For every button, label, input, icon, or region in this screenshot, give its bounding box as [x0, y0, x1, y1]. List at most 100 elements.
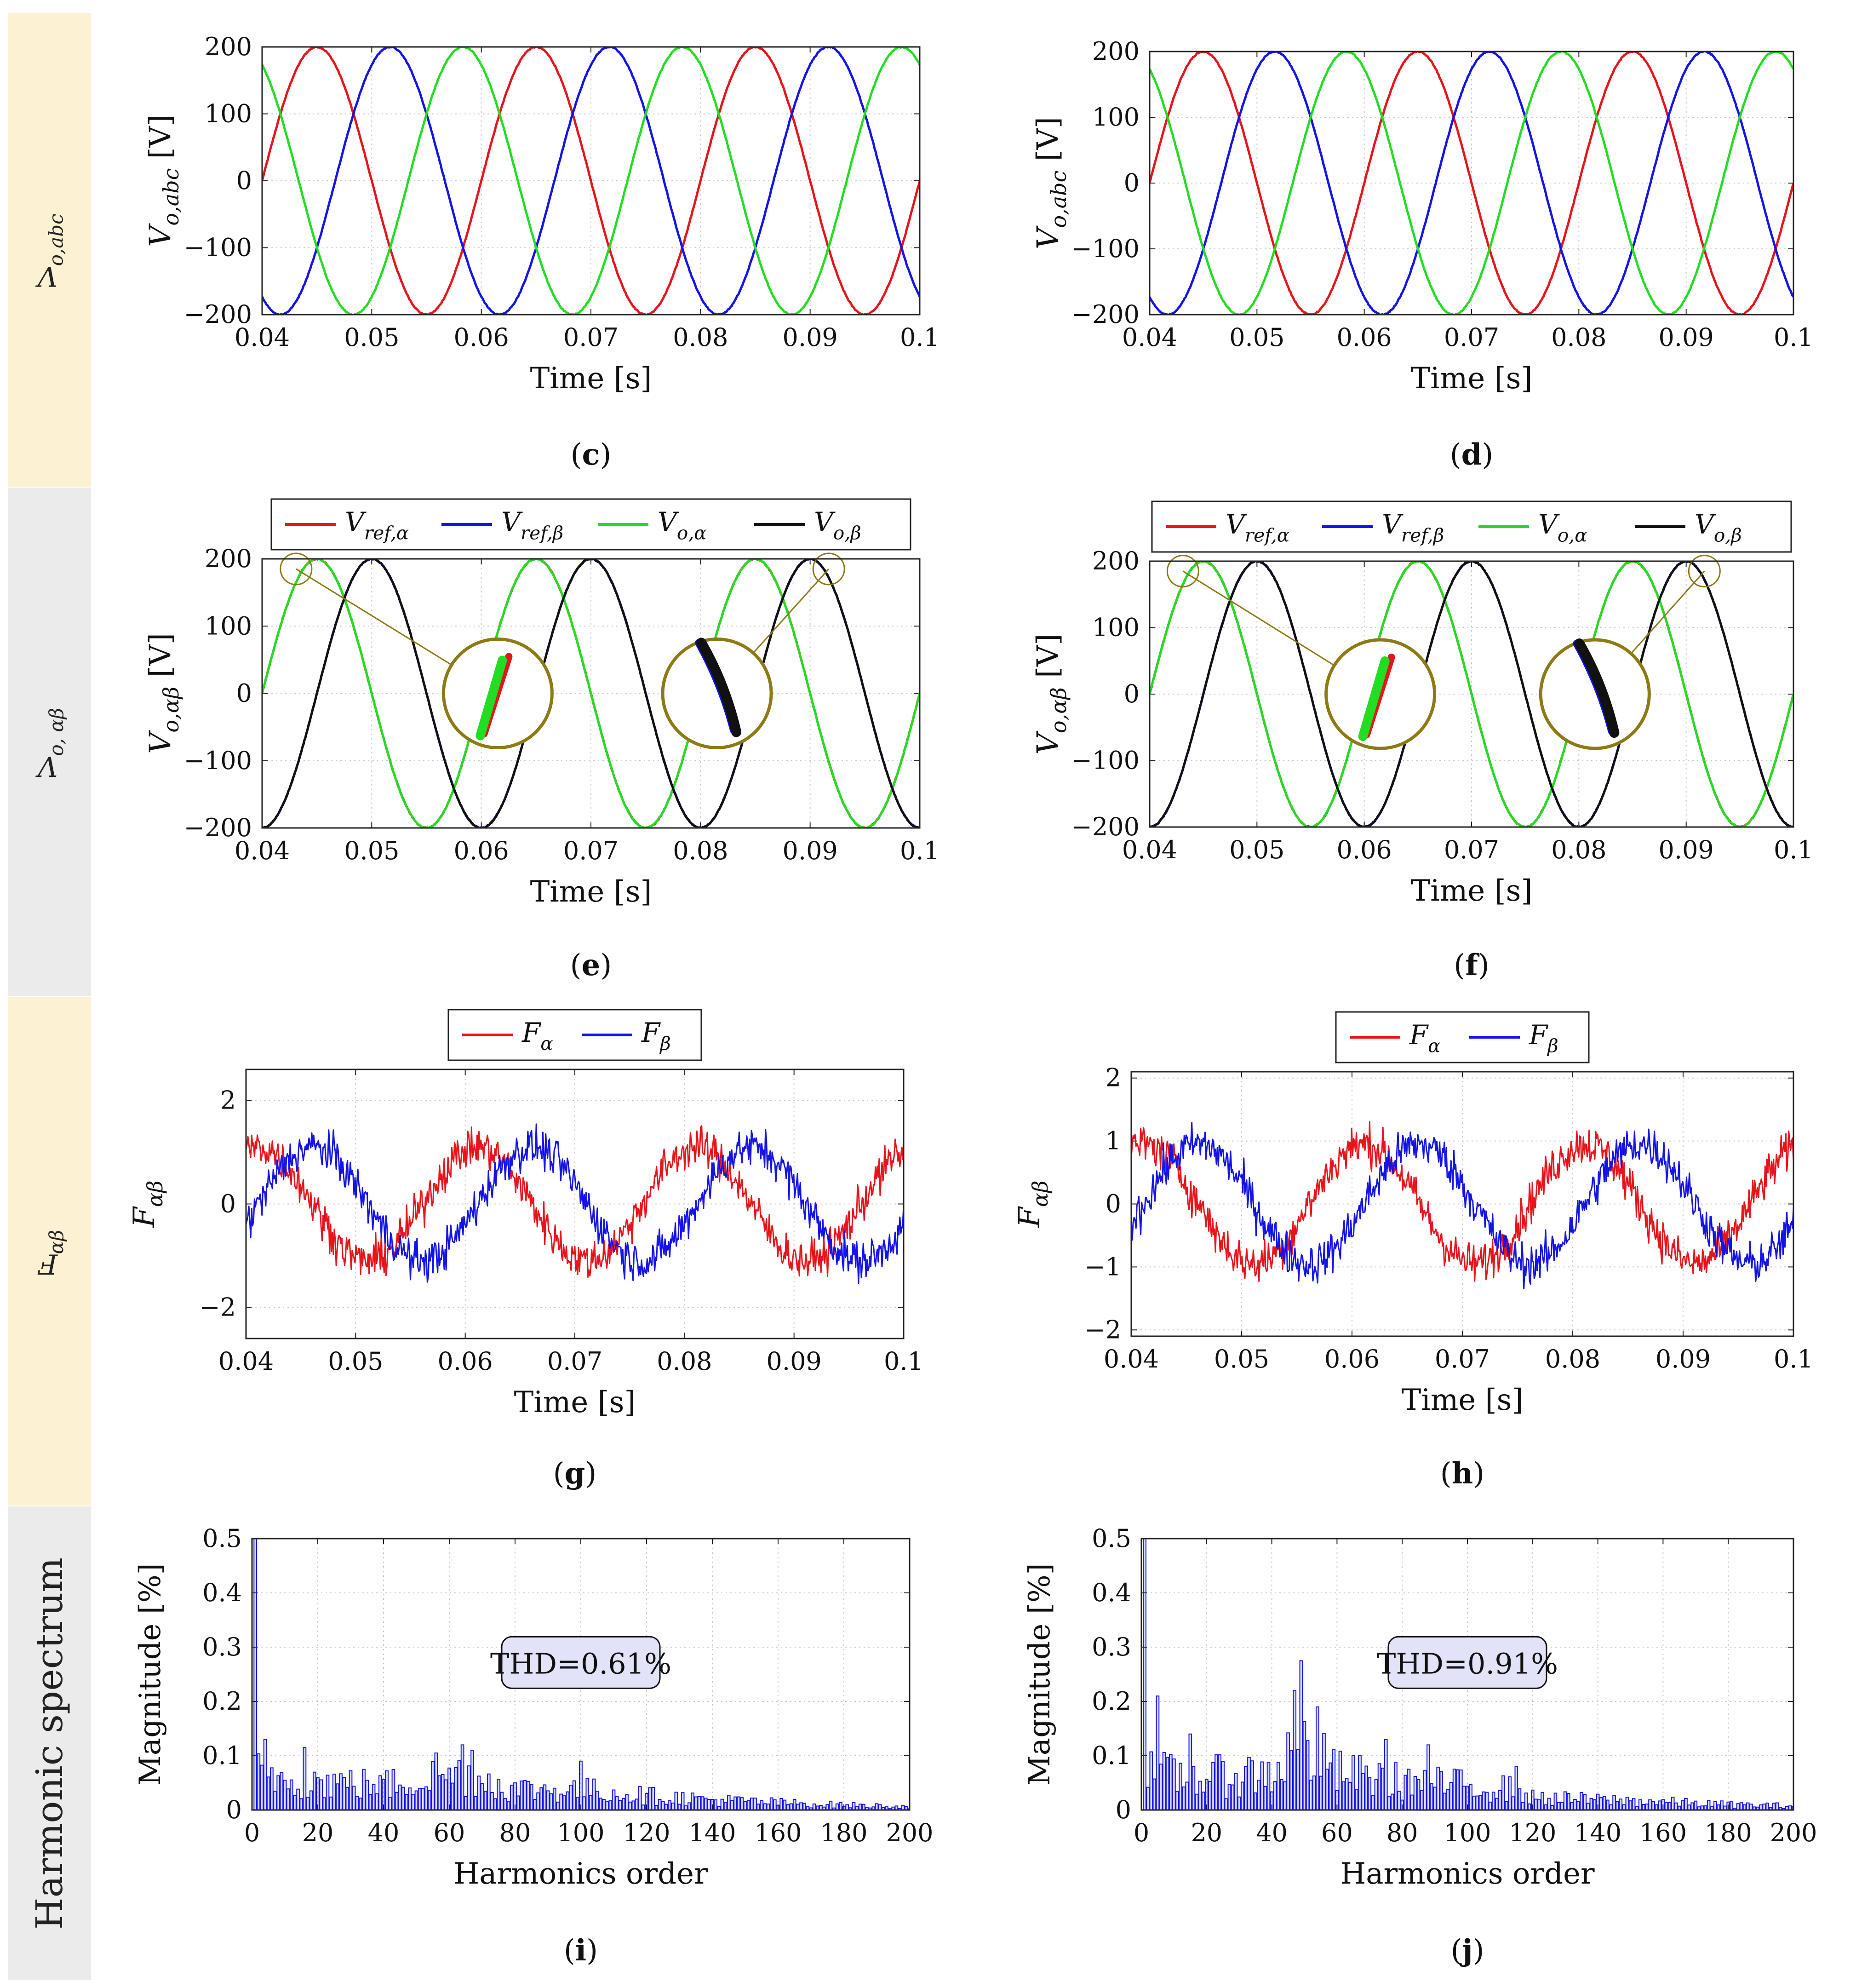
harmonic-bar — [1254, 1792, 1257, 1810]
harmonic-bar — [1482, 1791, 1486, 1810]
harmonic-bar — [1156, 1695, 1160, 1810]
harmonic-bar — [1204, 1779, 1209, 1810]
harmonic-bar — [1508, 1776, 1512, 1810]
harmonic-bar — [523, 1780, 527, 1810]
harmonic-bar — [503, 1798, 507, 1810]
legend-entry: Vref,α — [1226, 509, 1289, 546]
x-axis-label: Time [s] — [1402, 1383, 1524, 1417]
harmonic-bar — [1446, 1789, 1450, 1810]
harmonic-bar — [1678, 1805, 1681, 1810]
y-tick-label: 0 — [1124, 679, 1140, 708]
y-tick-label: 0.2 — [1092, 1687, 1131, 1716]
harmonic-bar — [796, 1804, 800, 1810]
y-tick-label: 200 — [1092, 546, 1140, 575]
harmonic-bar — [1635, 1806, 1639, 1810]
y-axis-label: Vo,αβ [V] — [1031, 634, 1071, 755]
harmonic-bar — [858, 1804, 862, 1810]
harmonic-bar — [1661, 1799, 1665, 1810]
harmonic-bar — [1762, 1804, 1766, 1810]
harmonic-bar — [645, 1793, 648, 1810]
harmonic-bar — [1495, 1798, 1499, 1810]
harmonic-bar — [1348, 1782, 1352, 1810]
y-axis-label-group: Vo,abc [V] — [143, 115, 183, 247]
harmonic-bar — [483, 1791, 487, 1810]
harmonic-bar — [1684, 1798, 1688, 1810]
harmonic-bar — [1628, 1800, 1633, 1810]
harmonic-bar — [382, 1779, 385, 1810]
x-axis-label: Time [s] — [1411, 874, 1533, 908]
harmonic-bar — [388, 1797, 392, 1810]
harmonic-bar — [1198, 1781, 1202, 1810]
harmonic-bar — [1501, 1775, 1505, 1810]
harmonic-bar — [365, 1780, 369, 1810]
x-tick-label: 0.04 — [1122, 835, 1177, 864]
row-band-2: Vo, αβ — [8, 488, 91, 996]
harmonic-bar — [1250, 1760, 1254, 1810]
harmonic-bar — [740, 1797, 744, 1810]
x-tick-label: 0.04 — [235, 323, 290, 352]
x-tick-label: 0.06 — [454, 323, 509, 352]
harmonic-bar — [648, 1787, 652, 1810]
harmonic-bar — [615, 1796, 619, 1810]
harmonic-bar — [1541, 1792, 1544, 1810]
harmonic-bar — [802, 1803, 807, 1810]
x-tick-label: 0.04 — [1122, 323, 1177, 352]
harmonic-bar — [1690, 1802, 1695, 1810]
x-tick-label: 0.09 — [767, 1347, 822, 1376]
y-tick-label: −100 — [184, 746, 252, 775]
harmonic-bar — [789, 1803, 793, 1810]
x-tick-label: 0.1 — [900, 323, 939, 352]
harmonic-bar — [1765, 1802, 1770, 1810]
x-tick-label: 160 — [1639, 1818, 1687, 1847]
harmonic-bar — [428, 1790, 431, 1810]
panel-caption: (c) — [571, 437, 612, 472]
harmonic-bar — [1478, 1795, 1483, 1810]
harmonic-bar — [714, 1799, 718, 1810]
x-axis-label: Time [s] — [1411, 362, 1533, 396]
x-tick-label: 0.05 — [1214, 1344, 1269, 1373]
harmonic-bar — [1524, 1793, 1528, 1810]
y-tick-label: −100 — [1071, 746, 1140, 775]
harmonic-bar — [1596, 1793, 1600, 1810]
harmonic-bar — [658, 1798, 662, 1810]
harmonic-bar — [556, 1801, 560, 1810]
harmonic-bar — [1221, 1761, 1225, 1810]
harmonic-bar — [293, 1795, 297, 1810]
x-tick-label: 0.07 — [1435, 1344, 1490, 1373]
harmonic-bar — [1188, 1733, 1192, 1810]
x-tick-label: 0.04 — [218, 1347, 274, 1376]
x-tick-label: 0.1 — [900, 836, 939, 865]
harmonic-bar — [1407, 1769, 1411, 1810]
harmonic-bar — [309, 1790, 313, 1810]
y-tick-label: −100 — [184, 233, 252, 262]
x-tick-label: 0.09 — [783, 836, 838, 865]
harmonic-bar — [651, 1787, 655, 1810]
plot-area — [253, 1539, 910, 1810]
panel-h: 0.04 0.05 0.06 0.07 0.08 0.09 0.1 2 1 0 −1 −2 Time [… — [1013, 1011, 1813, 1491]
harmonic-bar — [1505, 1801, 1508, 1810]
harmonic-bar — [707, 1798, 711, 1810]
y-tick-label: −200 — [1071, 300, 1140, 329]
harmonic-bar — [444, 1779, 448, 1810]
x-tick-label: 0.05 — [344, 323, 399, 352]
harmonic-bar — [391, 1769, 395, 1810]
y-tick-label: −100 — [1071, 234, 1140, 263]
y-tick-label: −1 — [1084, 1252, 1121, 1281]
harmonic-bar — [622, 1798, 625, 1810]
zoom-trace-green — [475, 655, 507, 741]
harmonic-bar — [1469, 1784, 1472, 1810]
harmonic-bar — [1263, 1786, 1267, 1810]
harmonic-bar — [270, 1767, 274, 1810]
harmonic-bar — [1785, 1806, 1789, 1810]
harmonic-bar — [1322, 1733, 1326, 1810]
panel-j: 0 20 40 60 80 100 120 140 160 180 200 0.5 0.4 0.3 0.2 0… — [1023, 1524, 1817, 1968]
harmonic-bar — [516, 1795, 521, 1810]
series-line-F_β — [246, 1123, 904, 1284]
harmonic-bar — [592, 1778, 596, 1810]
harmonic-bar — [631, 1800, 636, 1810]
plot-area — [246, 1123, 904, 1284]
harmonic-bar — [562, 1795, 567, 1810]
harmonic-bar — [1778, 1807, 1782, 1810]
harmonic-bar — [441, 1774, 445, 1810]
x-tick-label: 0.05 — [328, 1347, 383, 1376]
